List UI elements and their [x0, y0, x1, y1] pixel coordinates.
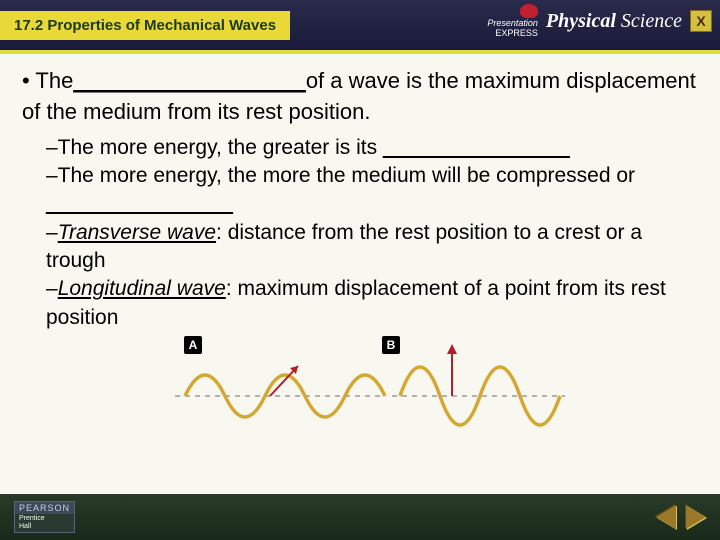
figure-label-a: A [184, 336, 202, 354]
main-bullet: • The___________________of a wave is the… [22, 66, 698, 128]
prentice-hall-text: PrenticeHall [15, 514, 74, 531]
sub3-term: Transverse wave [58, 221, 216, 244]
wave-svg [150, 336, 570, 456]
ladybug-icon [520, 4, 538, 18]
presentation-express-label: Presentation EXPRESS [487, 4, 538, 38]
wave-b-arrow-head [447, 344, 457, 354]
sub2-text: –The more energy, the more the medium wi… [46, 164, 635, 187]
subject-word-2: Science [621, 10, 682, 32]
next-slide-button[interactable] [686, 505, 706, 529]
section-title: 17.2 Properties of Mechanical Waves [0, 11, 290, 40]
sub-item-2: –The more energy, the more the medium wi… [46, 162, 698, 219]
sub2-blank: ________________ [46, 192, 233, 215]
nav-arrows [656, 505, 706, 529]
sub-item-3: –Transverse wave: distance from the rest… [46, 219, 698, 276]
banner-right-group: Presentation EXPRESS Physical Science X [487, 4, 712, 38]
sub-list: –The more energy, the greater is its ___… [22, 134, 698, 332]
slide-content: • The___________________of a wave is the… [0, 54, 720, 494]
pearson-box: PEARSON PrenticeHall [14, 501, 75, 532]
bullet1-text-a: • The [22, 68, 73, 93]
pearson-text: PEARSON [15, 502, 74, 514]
top-banner: 17.2 Properties of Mechanical Waves Pres… [0, 0, 720, 50]
presentation-line2: EXPRESS [495, 28, 538, 38]
bullet1-blank: ___________________ [73, 68, 305, 93]
sub4-term: Longitudinal wave [58, 277, 226, 300]
sub-item-4: –Longitudinal wave: maximum displacement… [46, 275, 698, 332]
publisher-logo: PEARSON PrenticeHall [14, 501, 75, 532]
close-button[interactable]: X [690, 10, 712, 32]
sub1-blank: ________________ [383, 136, 570, 159]
sub-item-1: –The more energy, the greater is its ___… [46, 134, 698, 162]
footer-bar: PEARSON PrenticeHall [0, 494, 720, 540]
prev-slide-button[interactable] [656, 505, 676, 529]
presentation-line1: Presentation [487, 18, 538, 28]
sub1-text: –The more energy, the greater is its [46, 136, 383, 159]
subject-title: Physical Science [546, 10, 682, 33]
wave-figure: A B [150, 336, 570, 456]
subject-word-1: Physical [546, 10, 616, 32]
figure-label-b: B [382, 336, 400, 354]
